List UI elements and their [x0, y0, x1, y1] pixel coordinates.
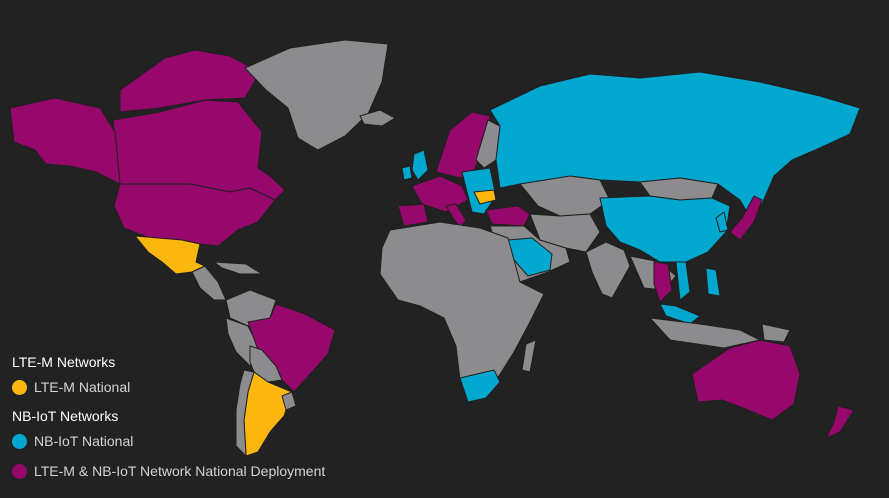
lte-m-national-label: LTE-M National [34, 379, 131, 395]
alaska[interactable] [9, 97, 121, 185]
thailand[interactable] [653, 261, 673, 303]
korea[interactable] [715, 211, 729, 233]
legend-item-both: LTE-M & NB-IoT Network National Deployme… [12, 460, 325, 482]
iceland[interactable] [359, 109, 396, 127]
turkey[interactable] [485, 205, 531, 227]
italy[interactable] [445, 203, 467, 229]
vietnam[interactable] [675, 261, 691, 301]
spain[interactable] [397, 203, 429, 227]
legend-item-lte-m-national: LTE-M National [12, 376, 325, 398]
madagascar[interactable] [521, 339, 537, 373]
malaysia[interactable] [659, 303, 701, 325]
great-britain[interactable] [411, 149, 429, 181]
papua-new-guinea[interactable] [761, 323, 791, 343]
both-deployment-label: LTE-M & NB-IoT Network National Deployme… [34, 463, 326, 479]
uruguay[interactable] [281, 391, 297, 411]
united-states[interactable] [113, 183, 276, 247]
nb-iot-networks-heading: NB-IoT Networks [12, 408, 119, 424]
legend-item-nb-iot-national: NB-IoT National [12, 430, 325, 452]
south-africa[interactable] [459, 369, 501, 403]
central-america[interactable] [191, 265, 227, 301]
new-zealand[interactable] [825, 405, 855, 439]
japan[interactable] [729, 195, 763, 241]
indonesia[interactable] [649, 317, 761, 349]
kazakhstan-central-asia[interactable] [519, 175, 611, 217]
nb-iot-national-label: NB-IoT National [34, 433, 134, 449]
philippines[interactable] [705, 267, 721, 297]
map-legend: LTE-M Networks LTE-M National NB-IoT Net… [12, 352, 325, 482]
iran-afghanistan[interactable] [529, 213, 601, 253]
chile[interactable] [235, 369, 255, 457]
romania[interactable] [473, 189, 497, 205]
australia[interactable] [691, 339, 801, 421]
nb-iot-swatch-icon [12, 433, 27, 449]
greenland[interactable] [244, 39, 389, 151]
ireland[interactable] [401, 165, 413, 181]
arctic-islands[interactable] [119, 49, 261, 113]
lte-m-swatch-icon [12, 379, 27, 395]
caribbean[interactable] [213, 261, 263, 275]
china[interactable] [599, 195, 731, 263]
bolivia-paraguay[interactable] [249, 345, 283, 383]
india[interactable] [585, 241, 631, 299]
both-swatch-icon [12, 463, 27, 479]
lte-m-networks-heading: LTE-M Networks [12, 354, 116, 370]
